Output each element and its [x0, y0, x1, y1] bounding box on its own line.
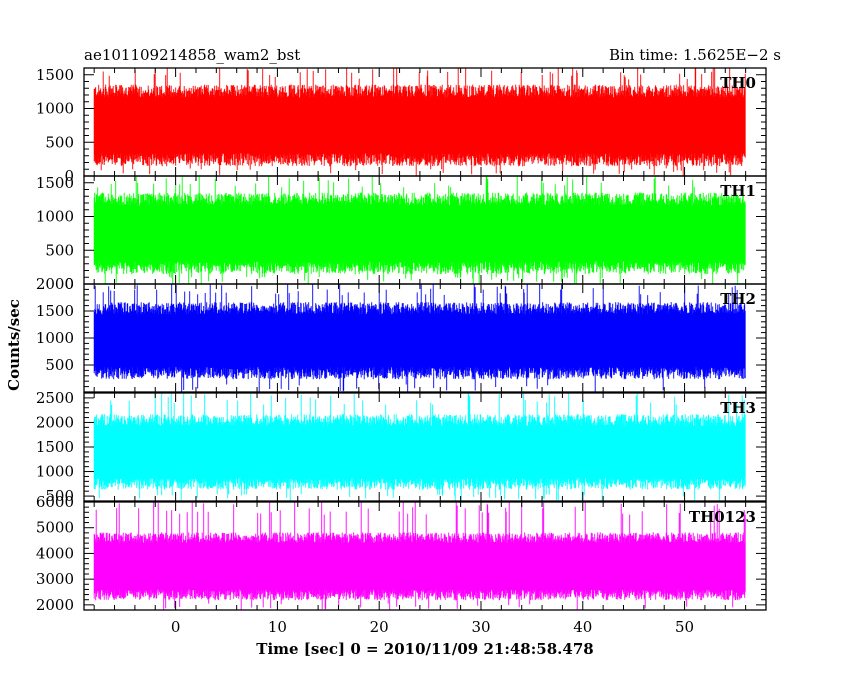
y-tick-label: 2000 [36, 275, 74, 293]
y-tick-label: 0 [64, 275, 74, 293]
chart-title: ae101109214858_wam2_bst [84, 46, 300, 64]
y-tick-label: 500 [45, 487, 74, 505]
y-tick-label: 5000 [36, 519, 74, 537]
y-tick-label: 1000 [36, 208, 74, 226]
series-th3 [93, 393, 746, 501]
panel-th0123: 2000 3000 4000 5000 6000 TH0123 [36, 493, 767, 614]
y-tick-label: 1500 [36, 174, 74, 192]
y-axis-title: Counts/sec [5, 299, 23, 391]
panels: 0 500 1000 1500 TH0 0 500 1000 1500 TH1 500 1000 150… [36, 66, 767, 614]
x-tick-label: 10 [268, 618, 287, 636]
x-tick-label: 50 [675, 618, 694, 636]
x-tick-label: 40 [573, 618, 592, 636]
y-tick-label: 0 [64, 167, 74, 185]
y-tick-label: 500 [45, 356, 74, 374]
series-th1 [93, 176, 746, 284]
panel-label-th1: TH1 [720, 182, 756, 200]
series-th0 [93, 68, 746, 176]
series-th2 [93, 284, 746, 392]
x-axis-title: Time [sec] 0 = 2010/11/09 21:48:58.478 [256, 640, 593, 658]
y-tick-label: 500 [45, 241, 74, 259]
y-tick-label: 4000 [36, 544, 74, 562]
y-tick-label: 2500 [36, 389, 74, 407]
x-tick-label: 0 [171, 618, 181, 636]
y-tick-label: 1500 [36, 302, 74, 320]
x-tick-label: 30 [471, 618, 490, 636]
y-tick-label: 1000 [36, 329, 74, 347]
y-tick-label: 1500 [36, 438, 74, 456]
y-tick-label: 1500 [36, 66, 74, 84]
panel-frame [83, 501, 767, 611]
panel-th1: 0 500 1000 1500 TH1 [36, 174, 767, 293]
y-tick-label: 2000 [36, 413, 74, 431]
panel-label-th0: TH0 [720, 74, 756, 92]
y-tick-label: 500 [45, 133, 74, 151]
y-tick-label: 1000 [36, 100, 74, 118]
panel-th2: 500 1000 1500 2000 TH2 [36, 275, 767, 393]
bin-time-label: Bin time: 1.5625E−2 s [609, 46, 781, 64]
x-axis-ticks: 0 10 20 30 40 50 [171, 618, 694, 636]
panel-label-th0123: TH0123 [689, 508, 756, 526]
panel-label-th2: TH2 [720, 290, 756, 308]
panel-label-th3: TH3 [720, 399, 756, 417]
y-tick-label: 6000 [36, 493, 74, 511]
panel-th3: 500 1000 1500 2000 2500 TH3 [36, 389, 767, 505]
y-tick-label: 3000 [36, 570, 74, 588]
y-tick-label: 2000 [36, 596, 74, 614]
x-tick-label: 20 [370, 618, 389, 636]
panel-th0: 0 500 1000 1500 TH0 [36, 66, 767, 185]
series-th0123 [93, 502, 746, 610]
y-tick-label: 1000 [36, 463, 74, 481]
